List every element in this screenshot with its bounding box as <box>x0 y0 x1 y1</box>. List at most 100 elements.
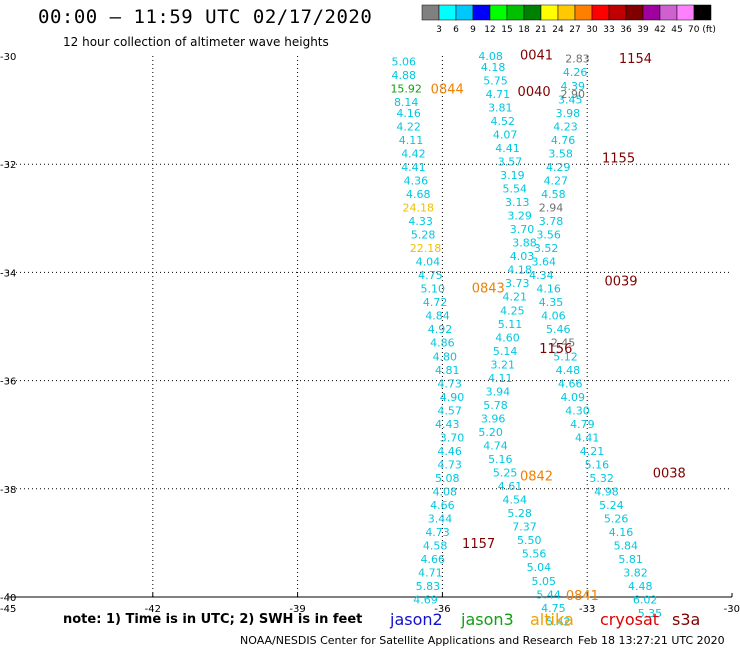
wave-height-point: 4.34 <box>529 269 554 282</box>
wave-height-point: 3.44 <box>428 513 453 526</box>
wave-height-point: 4.58 <box>423 540 448 553</box>
wave-height-point: 5.35 <box>638 607 663 620</box>
wave-height-point: 4.33 <box>408 215 433 228</box>
wave-height-point: 3.70 <box>510 223 535 236</box>
wave-height-point: 2.94 <box>539 201 564 214</box>
colorbar-swatch <box>659 4 678 21</box>
wave-height-point: 4.29 <box>546 161 571 174</box>
footer-credit: NOAA/NESDIS Center for Satellite Applica… <box>240 634 574 647</box>
wave-height-point: 5.83 <box>416 580 441 593</box>
wave-height-point: 4.66 <box>420 553 445 566</box>
colorbar-tick-label: 9 <box>470 25 476 35</box>
page-subtitle: 12 hour collection of altimeter wave hei… <box>63 35 329 49</box>
colorbar-swatch <box>574 4 593 21</box>
pass-time-label: 0040 <box>518 85 551 100</box>
x-tick-label: -33 <box>579 604 595 615</box>
x-tick-label: -36 <box>434 604 450 615</box>
y-tick-label: -30 <box>0 52 16 63</box>
wave-height-point: 4.30 <box>565 404 590 417</box>
chart-marks: 5.064.888.144.164.224.114.424.414.364.68… <box>390 48 685 628</box>
colorbar-swatch <box>608 4 627 21</box>
colorbar-tick-label: 27 <box>569 25 580 35</box>
chart-grid <box>8 56 732 597</box>
wave-height-point: 4.41 <box>495 142 520 155</box>
wave-height-point: 4.03 <box>510 250 535 263</box>
wave-height-point: 4.36 <box>404 174 429 187</box>
wave-height-point: 4.25 <box>500 304 525 317</box>
colorbar-tick-label: 70 (ft) <box>688 25 716 35</box>
wave-height-point: 5.26 <box>604 513 629 526</box>
colorbar-swatch <box>540 4 559 21</box>
wave-height-point: 4.75 <box>418 269 443 282</box>
wave-height-point: 15.92 <box>390 82 422 95</box>
wave-height-point: 4.71 <box>418 567 443 580</box>
wave-height-point: 4.26 <box>563 66 588 79</box>
wave-height-point: 5.16 <box>585 458 610 471</box>
pass-time-label: 0041 <box>520 48 553 63</box>
wave-height-point: 5.08 <box>435 472 460 485</box>
wave-height-point: 4.88 <box>392 69 417 82</box>
colorbar-swatch <box>557 4 576 21</box>
wave-height-point: 3.19 <box>500 169 525 182</box>
wave-height-point: 2.83 <box>565 53 590 66</box>
wave-height-point: 3.52 <box>534 242 559 255</box>
wave-height-point: 5.28 <box>411 229 436 242</box>
wave-height-point: 5.25 <box>493 467 518 480</box>
wave-height-point: 4.06 <box>541 310 566 323</box>
wave-height-point: 4.66 <box>558 377 583 390</box>
colorbar-tick-label: 6 <box>453 25 459 35</box>
wave-height-point: 5.75 <box>483 74 508 87</box>
wave-height-point: 3.64 <box>532 256 557 269</box>
wave-height-point: 4.75 <box>541 602 566 615</box>
wave-height-point: 7.37 <box>512 521 537 534</box>
pass-time-label: 0841 <box>566 589 599 604</box>
wave-height-point: 5.81 <box>618 553 643 566</box>
colorbar-swatch <box>506 4 525 21</box>
wave-height-point: 4.81 <box>435 364 460 377</box>
wave-height-point: 3.88 <box>512 237 537 250</box>
wave-height-point: 4.66 <box>430 499 455 512</box>
colorbar-swatch <box>591 4 610 21</box>
colorbar-tick-label: 45 <box>671 25 682 35</box>
wave-height-point: 3.45 <box>558 93 583 106</box>
pass-time-label: 1157 <box>462 537 495 552</box>
colorbar-tick-label: 39 <box>637 25 649 35</box>
wave-height-point: 4.74 <box>483 440 508 453</box>
wave-height-point: 4.08 <box>478 50 503 63</box>
wave-height-point: 4.79 <box>570 418 595 431</box>
satellite-label-altika: altika <box>530 610 574 629</box>
wave-height-point: 3.82 <box>623 567 648 580</box>
page-title: 00:00 – 11:59 UTC 02/17/2020 <box>38 6 373 28</box>
wave-height-point: 4.84 <box>425 310 450 323</box>
colorbar-swatch <box>472 4 491 21</box>
colorbar-tick-label: 24 <box>552 25 564 35</box>
wave-height-point: 4.21 <box>580 445 605 458</box>
wave-height-point: 3.57 <box>498 155 523 168</box>
wave-height-point: 4.16 <box>609 526 634 539</box>
wave-height-point: 5.32 <box>589 472 614 485</box>
wave-height-point: 4.54 <box>503 494 528 507</box>
wave-height-point: 4.98 <box>594 486 619 499</box>
colorbar-tick-label: 30 <box>586 25 598 35</box>
wave-height-point: 3.81 <box>488 101 513 114</box>
satellite-label-cryosat: cryosat <box>600 610 660 629</box>
wave-height-point: 4.80 <box>433 350 458 363</box>
colorbar-tick-label: 18 <box>518 25 530 35</box>
wave-height-point: 24.18 <box>403 201 435 214</box>
colorbar-swatch <box>693 4 712 21</box>
colorbar-swatch <box>625 4 644 21</box>
wave-height-point: 4.71 <box>486 88 511 101</box>
y-tick-label: -36 <box>0 377 16 388</box>
wave-height-point: 8.14 <box>394 96 419 109</box>
wave-height-point: 4.92 <box>428 323 453 336</box>
colorbar-tick-label: 3 <box>436 25 442 35</box>
wave-height-point: 5.56 <box>522 548 547 561</box>
wave-height-point: 4.11 <box>488 372 513 385</box>
wave-height-point: 4.09 <box>560 391 585 404</box>
wave-height-point: 4.86 <box>430 337 455 350</box>
wave-height-point: 5.06 <box>392 55 417 68</box>
colorbar-tick-label: 36 <box>620 25 632 35</box>
wave-height-point: 4.60 <box>495 331 520 344</box>
colorbar-swatch <box>676 4 695 21</box>
